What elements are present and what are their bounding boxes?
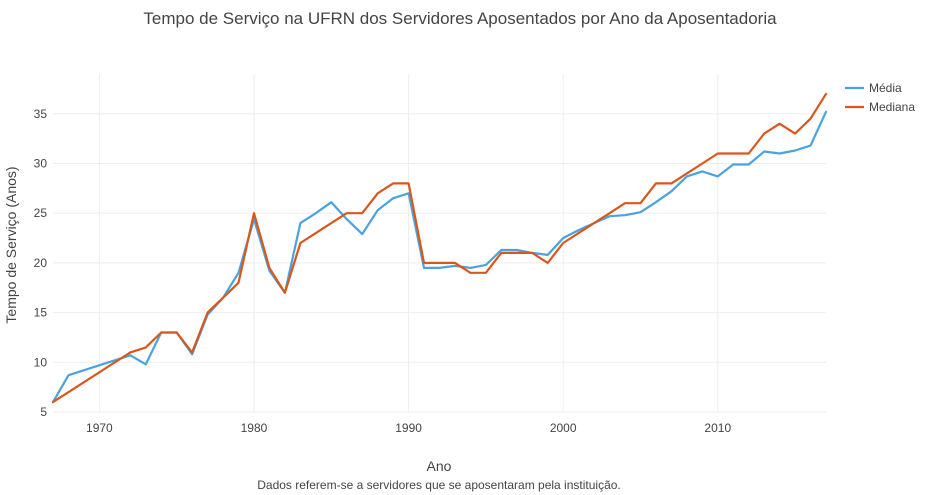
legend-item-media[interactable]: Média — [845, 81, 902, 95]
legend-item-mediana[interactable]: Mediana — [845, 100, 915, 114]
y-tick-label: 10 — [34, 355, 48, 369]
axis-ticks: 1970 1980 1990 2000 2010 5 10 15 20 25 30 35 — [34, 107, 732, 435]
series-line-mediana — [51, 92, 828, 404]
y-tick-label: 35 — [34, 107, 48, 121]
legend-label-mediana: Mediana — [869, 100, 915, 114]
chart-title: Tempo de Serviço na UFRN dos Servidores … — [143, 9, 777, 28]
x-tick-label: 1970 — [86, 421, 113, 435]
y-tick-label: 25 — [34, 206, 48, 220]
legend[interactable]: Média Mediana — [845, 81, 915, 114]
y-tick-label: 15 — [34, 306, 48, 320]
x-tick-label: 1980 — [241, 421, 268, 435]
x-tick-label: 2010 — [704, 421, 731, 435]
legend-label-media: Média — [869, 81, 902, 95]
y-tick-label: 5 — [40, 405, 47, 419]
x-axis-title: Ano — [427, 458, 452, 474]
y-tick-label: 20 — [34, 256, 48, 270]
x-tick-label: 1990 — [395, 421, 422, 435]
y-axis-title: Tempo de Serviço (Anos) — [3, 166, 19, 323]
grid — [53, 74, 826, 413]
series-lines — [51, 92, 828, 404]
x-tick-label: 2000 — [550, 421, 577, 435]
y-tick-label: 30 — [34, 156, 48, 170]
series-line-media — [51, 110, 828, 404]
chart-note: Dados referem-se a servidores que se apo… — [257, 478, 621, 492]
